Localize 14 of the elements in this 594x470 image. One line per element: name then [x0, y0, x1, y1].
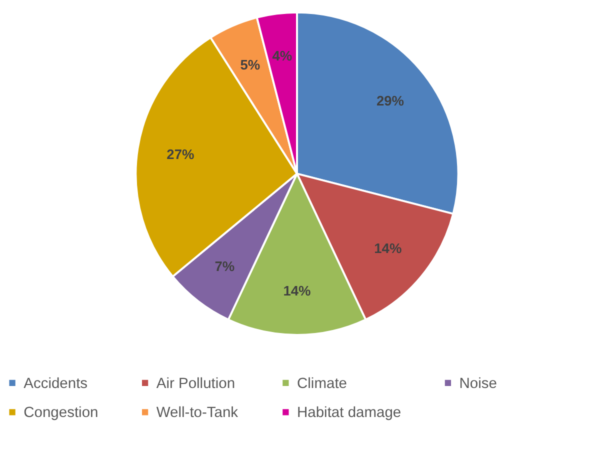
data-label: 29%: [376, 93, 404, 108]
legend-label: Accidents: [24, 376, 88, 392]
data-label: 14%: [283, 284, 311, 299]
data-label: 4%: [272, 48, 292, 64]
data-label: 5%: [240, 57, 260, 72]
data-label: 27%: [166, 147, 194, 162]
legend-label: Air Pollution: [156, 376, 236, 392]
legend-label: Well-to-Tank: [156, 405, 239, 422]
legend-label: Habitat damage: [297, 405, 402, 422]
legend-label: Noise: [459, 376, 497, 392]
legend-label: Climate: [297, 376, 347, 392]
data-label: 14%: [374, 240, 402, 256]
data-label: 7%: [214, 258, 235, 274]
legend-label: Congestion: [24, 405, 98, 422]
